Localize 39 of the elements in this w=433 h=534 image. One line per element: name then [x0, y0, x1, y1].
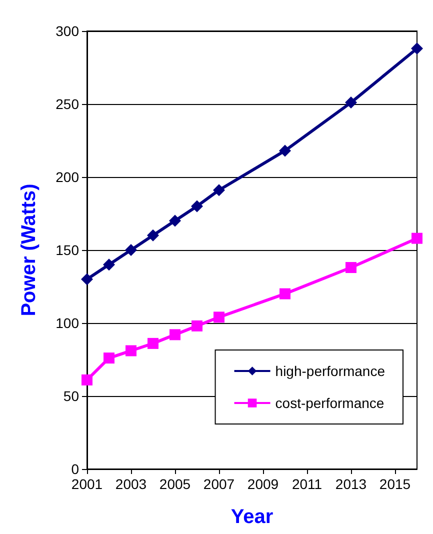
point	[214, 312, 224, 323]
y-tick-label: 150	[56, 242, 80, 258]
point	[126, 345, 136, 356]
point	[345, 96, 357, 109]
point	[213, 184, 225, 196]
x-tick-label: 2007	[203, 476, 235, 492]
point	[280, 288, 290, 300]
point	[191, 200, 203, 212]
point	[103, 258, 115, 271]
point	[125, 244, 137, 256]
y-tick-label: 250	[56, 96, 80, 112]
x-tick-label: 2005	[159, 476, 191, 492]
point	[346, 262, 356, 274]
x-tick-label: 2009	[247, 476, 279, 492]
point	[170, 329, 180, 340]
point	[147, 229, 159, 242]
y-axis-title: Power (Watts)	[18, 184, 40, 316]
point	[82, 374, 92, 386]
point	[169, 214, 181, 227]
y-tick-label: 300	[56, 23, 80, 39]
x-tick-label: 2001	[71, 476, 103, 492]
point	[412, 232, 422, 244]
y-tick-label: 200	[56, 169, 80, 185]
point	[192, 320, 202, 332]
x-tick-label: 2015	[379, 476, 411, 492]
legend-label: cost-performance	[275, 395, 384, 411]
point	[148, 338, 158, 349]
x-tick-label: 2013	[335, 476, 367, 492]
point	[411, 42, 423, 55]
point	[279, 144, 291, 157]
point	[104, 352, 114, 364]
x-axis-title: Year	[230, 506, 274, 528]
y-tick-label: 50	[63, 388, 80, 404]
x-tick-label: 2003	[115, 476, 147, 492]
y-tick-label: 0	[71, 461, 80, 477]
point	[81, 273, 93, 286]
legend-label: high-performance	[275, 363, 386, 379]
x-tick-label: 2011	[292, 476, 322, 492]
y-tick-label: 100	[56, 315, 80, 331]
